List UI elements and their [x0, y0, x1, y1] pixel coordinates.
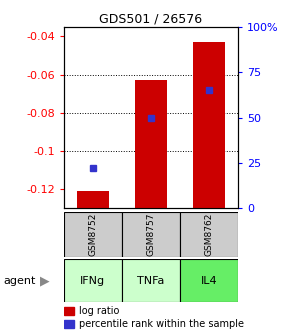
Title: GDS501 / 26576: GDS501 / 26576: [99, 13, 202, 26]
Text: IFNg: IFNg: [80, 276, 105, 286]
Bar: [135, 80, 167, 208]
Text: ▶: ▶: [40, 274, 50, 287]
Bar: [64, 212, 122, 257]
Bar: [193, 42, 225, 208]
Text: percentile rank within the sample: percentile rank within the sample: [79, 319, 244, 329]
Bar: [122, 259, 180, 302]
Text: GSM8762: GSM8762: [204, 213, 213, 256]
Bar: [64, 307, 74, 315]
Bar: [77, 191, 109, 208]
Bar: [122, 212, 180, 257]
Bar: [180, 212, 238, 257]
Text: log ratio: log ratio: [79, 306, 119, 316]
Text: GSM8752: GSM8752: [88, 213, 97, 256]
Bar: [64, 259, 122, 302]
Text: IL4: IL4: [200, 276, 217, 286]
Bar: [180, 259, 238, 302]
Text: GSM8757: GSM8757: [146, 213, 155, 256]
Text: TNFa: TNFa: [137, 276, 164, 286]
Bar: [64, 320, 74, 328]
Text: agent: agent: [3, 276, 35, 286]
